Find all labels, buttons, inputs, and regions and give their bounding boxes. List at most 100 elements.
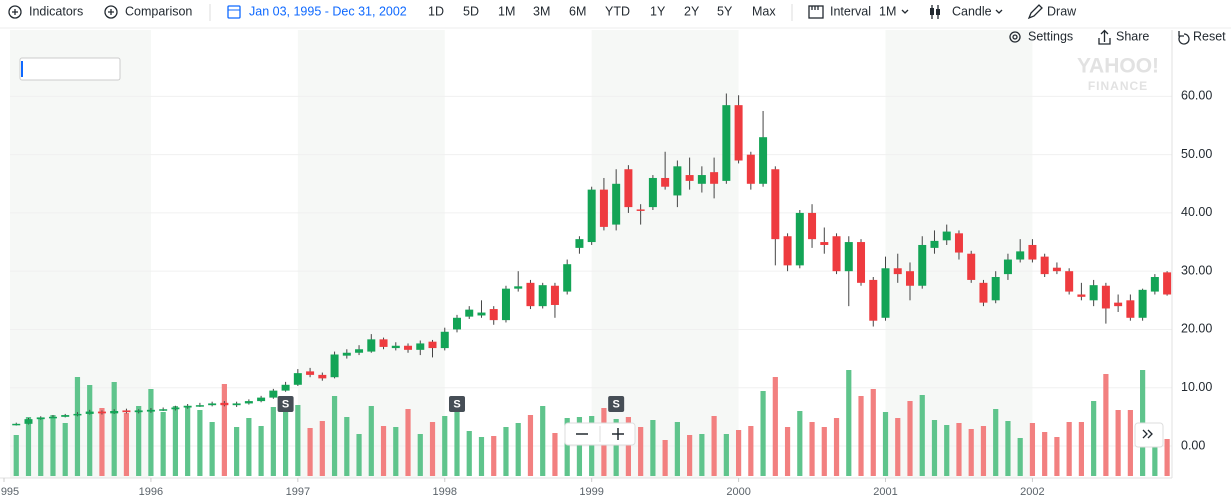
candle-body — [36, 417, 45, 420]
candle-body — [1089, 285, 1098, 301]
candle-body — [893, 268, 902, 275]
volume-bar — [368, 406, 374, 476]
candle-body — [636, 209, 645, 211]
candle-body — [12, 423, 21, 426]
chart-style[interactable]: Candle — [952, 4, 992, 18]
settings-button[interactable]: Settings — [1028, 29, 1073, 43]
volume-bar — [160, 412, 166, 476]
reset-button[interactable]: Reset — [1193, 29, 1226, 43]
volume-bar — [650, 420, 656, 476]
volume-bar — [87, 385, 93, 476]
volume-bar — [833, 418, 840, 476]
volume-bar — [564, 418, 570, 476]
y-tick-label: 0.00 — [1181, 438, 1205, 452]
volume-bar — [99, 408, 105, 476]
range-button[interactable]: 3M — [533, 4, 550, 18]
volume-bar — [270, 407, 276, 476]
event-marker[interactable] — [277, 396, 294, 412]
candle-body — [734, 105, 743, 161]
volume-bar — [258, 426, 264, 476]
volume-bar — [589, 416, 595, 476]
candle-body — [465, 309, 474, 317]
range-button[interactable]: 1Y — [650, 4, 666, 18]
candle-body — [918, 244, 927, 286]
volume-bar — [797, 411, 803, 476]
range-button[interactable]: 5D — [463, 4, 479, 18]
candle-body — [722, 105, 731, 181]
candle-body — [195, 405, 204, 407]
candle-body — [954, 233, 963, 253]
candle-body — [1114, 302, 1123, 307]
event-marker[interactable] — [448, 396, 465, 412]
candle-body — [979, 282, 988, 303]
watermark: FINANCE — [1088, 79, 1148, 93]
candle-body — [624, 169, 633, 208]
volume-bar — [1103, 374, 1109, 476]
candle-body — [159, 409, 168, 411]
comparison-button[interactable]: Comparison — [125, 4, 192, 18]
interval-label[interactable]: Interval — [830, 4, 871, 18]
range-button[interactable]: YTD — [605, 4, 630, 18]
volume-bar — [527, 415, 534, 476]
volume-bar — [993, 409, 999, 476]
event-marker[interactable] — [608, 396, 625, 412]
volume-bar — [1005, 421, 1011, 476]
volume-bar — [760, 391, 766, 476]
range-button[interactable]: 5Y — [717, 4, 733, 18]
date-range-button[interactable]: Jan 03, 1995 - Dec 31, 2002 — [249, 4, 407, 18]
volume-bar — [380, 426, 387, 476]
x-tick-label: 995 — [1, 486, 19, 498]
scroll-end-button[interactable] — [1134, 422, 1164, 448]
volume-bar — [429, 422, 436, 476]
volume-bar — [687, 435, 693, 476]
indicators-button[interactable]: Indicators — [29, 4, 83, 18]
candle-body — [587, 189, 596, 243]
candle-body — [697, 175, 706, 184]
candle-body — [612, 183, 621, 225]
candle-body — [905, 271, 914, 286]
symbol-input[interactable] — [19, 57, 121, 81]
volume-bar — [344, 417, 350, 476]
volume-bar — [858, 396, 864, 476]
volume-bar — [846, 370, 852, 476]
volume-bar — [907, 401, 913, 476]
volume-bar — [956, 423, 962, 476]
share-button[interactable]: Share — [1116, 29, 1149, 43]
range-button[interactable]: 1M — [498, 4, 515, 18]
volume-bar — [1078, 422, 1085, 476]
volume-bar — [931, 420, 938, 476]
event-label: S — [612, 398, 619, 410]
volume-bar — [968, 429, 974, 476]
candle-body — [575, 239, 584, 248]
range-button[interactable]: 6M — [569, 4, 586, 18]
candle-body — [208, 403, 217, 406]
range-button[interactable]: Max — [752, 4, 776, 18]
candle-body — [48, 416, 57, 419]
candle-body — [746, 154, 755, 184]
zoom-in[interactable] — [612, 428, 624, 440]
volume-bar — [172, 406, 179, 476]
candle-body — [710, 172, 719, 184]
event-label: S — [453, 398, 460, 410]
volume-bar — [466, 431, 472, 476]
toolbar: Indicators Comparison Jan 03, 1995 - Dec… — [0, 4, 1231, 45]
volume-bar — [809, 422, 815, 476]
range-button[interactable]: 1D — [428, 4, 444, 18]
volume-bar — [307, 428, 313, 476]
candle-body — [428, 341, 437, 349]
volume-bar — [1066, 422, 1072, 476]
candle-body — [477, 312, 486, 316]
volume-bar — [1091, 401, 1097, 476]
candle-body — [257, 397, 266, 402]
candle-body — [97, 411, 106, 414]
candle-body — [648, 177, 657, 208]
x-tick-label: 1997 — [286, 486, 310, 498]
candle-body — [967, 253, 976, 280]
draw-button[interactable]: Draw — [1047, 4, 1077, 18]
range-button[interactable]: 2Y — [684, 4, 700, 18]
volume-bar — [50, 415, 56, 476]
interval-value[interactable]: 1M — [879, 4, 896, 18]
candle-body — [820, 242, 829, 245]
candle-body — [759, 137, 768, 184]
